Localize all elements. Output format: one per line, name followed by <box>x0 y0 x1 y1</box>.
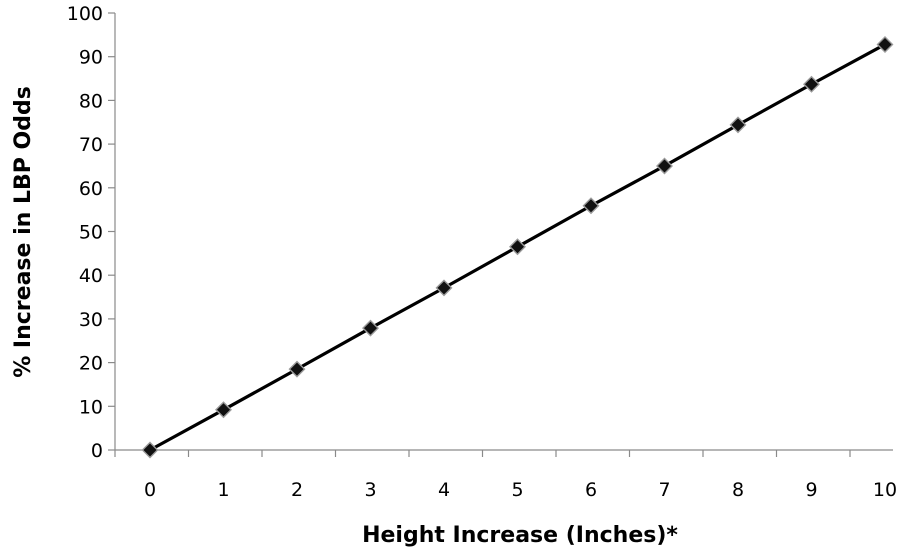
data-series <box>141 35 894 459</box>
data-point-marker <box>141 441 159 459</box>
data-point-marker <box>729 116 747 134</box>
x-tick-label: 1 <box>217 479 229 501</box>
x-axis-title: Height Increase (Inches)* <box>362 523 678 548</box>
y-tick-label: 100 <box>67 3 103 25</box>
data-point-marker <box>362 319 379 337</box>
x-tick-labels: 0 1 2 3 4 5 6 7 8 9 10 <box>144 479 897 501</box>
y-tick-labels: 0 10 20 30 40 50 60 70 80 90 100 <box>67 3 103 462</box>
data-point-marker <box>876 35 894 53</box>
x-tick-label: 9 <box>805 479 817 501</box>
data-point-marker <box>582 197 600 215</box>
x-tick-label: 6 <box>585 479 597 501</box>
y-tick-label: 60 <box>79 178 103 200</box>
data-point-marker <box>215 401 232 419</box>
y-tick-label: 50 <box>79 222 103 244</box>
axes <box>108 12 893 457</box>
data-point-marker <box>288 360 306 378</box>
x-tick-label: 0 <box>144 479 156 501</box>
y-axis-title: % Increase in LBP Odds <box>11 86 36 378</box>
y-tick-label: 80 <box>79 90 103 112</box>
data-point-marker <box>656 157 673 175</box>
data-point-marker <box>803 75 820 93</box>
x-tick-label: 4 <box>438 479 450 501</box>
x-tick-label: 3 <box>364 479 376 501</box>
y-tick-label: 0 <box>91 440 103 462</box>
y-tick-label: 20 <box>79 353 103 375</box>
y-tick-label: 90 <box>79 47 103 69</box>
y-tick-label: 10 <box>79 396 103 418</box>
x-tick-label: 7 <box>658 479 670 501</box>
data-point-marker <box>509 238 526 256</box>
x-tick-label: 2 <box>291 479 303 501</box>
y-tick-label: 40 <box>79 265 103 287</box>
x-tick-label: 10 <box>873 479 897 501</box>
y-tick-label: 70 <box>79 134 103 156</box>
y-tick-label: 30 <box>79 309 103 331</box>
data-point-marker <box>435 279 453 297</box>
x-tick-label: 8 <box>732 479 744 501</box>
x-tick-label: 5 <box>511 479 523 501</box>
